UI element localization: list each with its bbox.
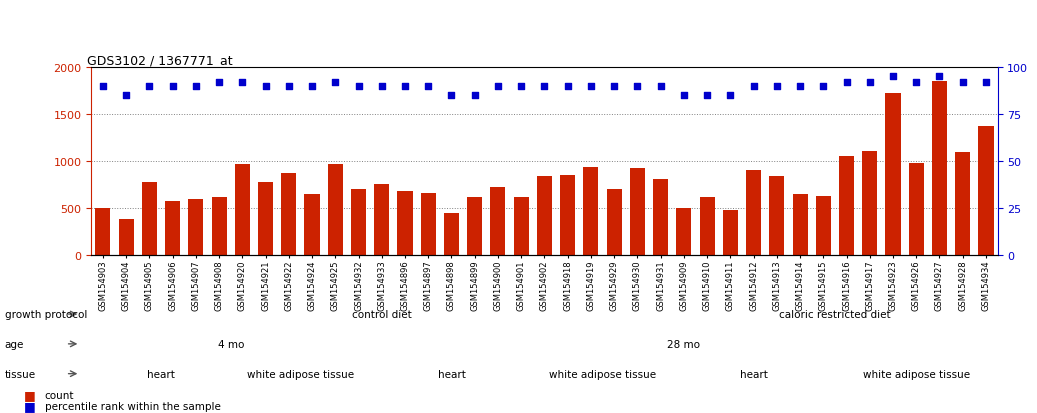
Text: caloric restricted diet: caloric restricted diet <box>779 309 891 319</box>
Text: ■: ■ <box>24 399 35 413</box>
Bar <box>816 197 831 256</box>
Point <box>629 83 646 90</box>
Point <box>118 93 135 99</box>
Point <box>467 93 483 99</box>
Point <box>908 79 925 86</box>
Text: age: age <box>4 339 24 349</box>
Point <box>373 83 390 90</box>
Point <box>954 79 971 86</box>
Point <box>489 83 506 90</box>
Text: white adipose tissue: white adipose tissue <box>247 369 354 379</box>
Bar <box>700 197 714 256</box>
Point <box>675 93 692 99</box>
Bar <box>234 164 250 256</box>
Bar <box>955 153 971 256</box>
Bar <box>467 197 482 256</box>
Bar <box>862 151 877 256</box>
Point <box>931 74 948 81</box>
Bar <box>142 183 157 256</box>
Bar <box>189 199 203 256</box>
Point <box>280 83 297 90</box>
Text: percentile rank within the sample: percentile rank within the sample <box>45 401 221 411</box>
Point <box>513 83 530 90</box>
Bar <box>95 209 110 256</box>
Bar <box>444 214 459 256</box>
Point <box>815 83 832 90</box>
Bar <box>769 176 784 256</box>
Point <box>652 83 669 90</box>
Bar <box>421 194 436 256</box>
Bar <box>281 174 297 256</box>
Bar <box>560 176 576 256</box>
Bar <box>351 190 366 256</box>
Bar <box>629 168 645 256</box>
Point <box>885 74 901 81</box>
Text: 4 mo: 4 mo <box>218 339 244 349</box>
Bar <box>792 195 808 256</box>
Point <box>862 79 878 86</box>
Point <box>536 83 553 90</box>
Text: tissue: tissue <box>4 369 35 379</box>
Point <box>257 83 274 90</box>
Point <box>838 79 854 86</box>
Text: ■: ■ <box>24 388 35 401</box>
Point <box>94 83 111 90</box>
Text: count: count <box>45 389 74 399</box>
Point <box>164 83 180 90</box>
Text: heart: heart <box>147 369 175 379</box>
Bar <box>258 183 273 256</box>
Bar <box>491 187 505 256</box>
Text: GDS3102 / 1367771_at: GDS3102 / 1367771_at <box>87 54 232 66</box>
Point <box>141 83 158 90</box>
Text: 28 mo: 28 mo <box>668 339 700 349</box>
Point <box>583 83 599 90</box>
Bar <box>537 177 552 256</box>
Point <box>746 83 762 90</box>
Bar <box>584 167 598 256</box>
Point <box>606 83 622 90</box>
Bar <box>305 195 319 256</box>
Bar <box>374 184 389 256</box>
Point <box>559 83 576 90</box>
Text: control diet: control diet <box>352 309 412 319</box>
Text: heart: heart <box>739 369 767 379</box>
Point <box>443 93 459 99</box>
Bar <box>653 180 668 256</box>
Point <box>327 79 343 86</box>
Bar <box>165 201 180 256</box>
Bar <box>932 82 947 256</box>
Point <box>792 83 809 90</box>
Bar <box>979 127 993 256</box>
Bar <box>513 197 529 256</box>
Point <box>722 93 738 99</box>
Point <box>211 79 227 86</box>
Point <box>188 83 204 90</box>
Bar <box>908 164 924 256</box>
Bar <box>839 157 854 256</box>
Point <box>234 79 251 86</box>
Bar <box>397 192 413 256</box>
Text: heart: heart <box>438 369 466 379</box>
Point <box>420 83 437 90</box>
Point <box>978 79 994 86</box>
Bar <box>118 219 134 256</box>
Point <box>304 83 320 90</box>
Text: white adipose tissue: white adipose tissue <box>549 369 656 379</box>
Point <box>351 83 367 90</box>
Point <box>397 83 414 90</box>
Bar <box>676 209 692 256</box>
Bar <box>886 94 900 256</box>
Text: white adipose tissue: white adipose tissue <box>863 369 970 379</box>
Bar <box>212 197 227 256</box>
Point <box>768 83 785 90</box>
Bar <box>328 164 343 256</box>
Text: growth protocol: growth protocol <box>4 309 87 319</box>
Point <box>699 93 716 99</box>
Bar <box>607 190 622 256</box>
Bar <box>746 171 761 256</box>
Bar <box>723 211 738 256</box>
